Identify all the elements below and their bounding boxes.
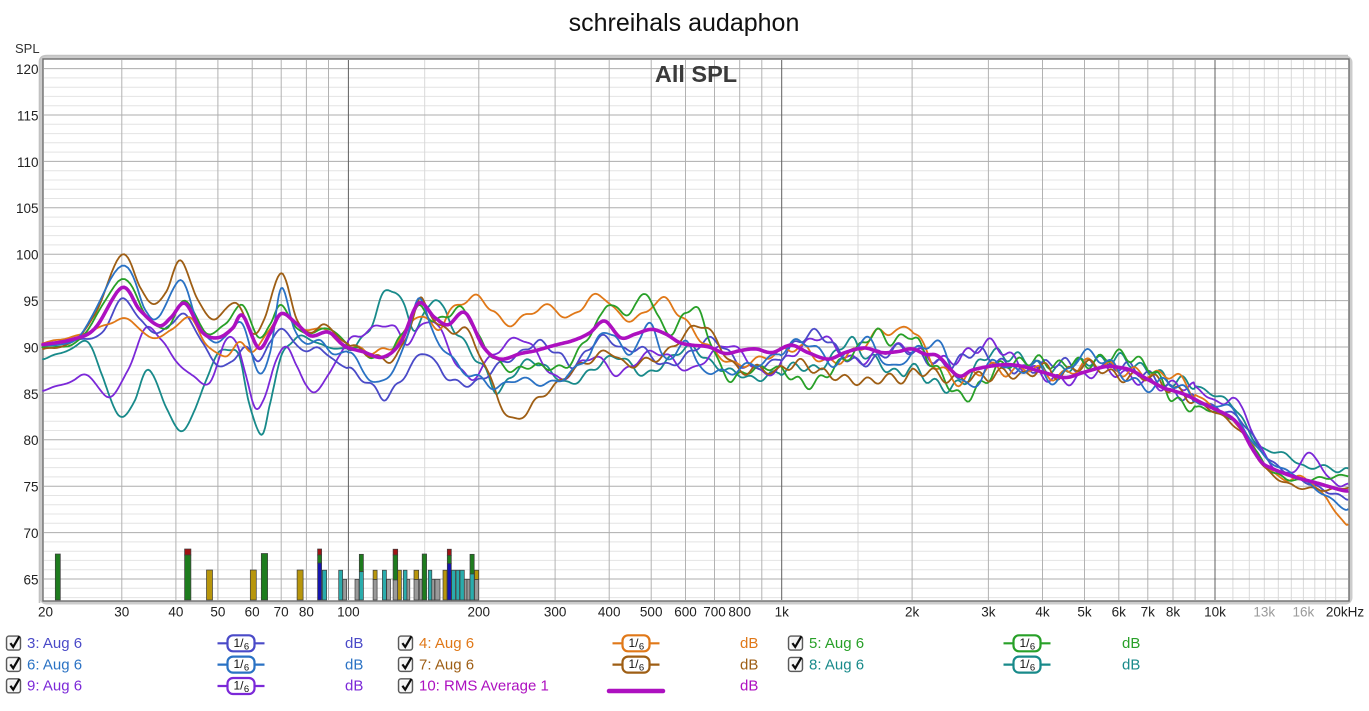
svg-text:dB: dB [345,656,363,673]
svg-text:70: 70 [23,526,38,541]
svg-text:1/: 1/ [233,657,244,671]
svg-text:80: 80 [23,433,38,448]
svg-text:8: Aug 6: 8: Aug 6 [809,656,864,673]
svg-text:7: Aug 6: 7: Aug 6 [419,656,474,673]
svg-text:1/: 1/ [628,657,639,671]
svg-text:1/: 1/ [1019,636,1030,650]
svg-text:10: RMS Average 1: 10: RMS Average 1 [419,678,549,695]
svg-text:1/: 1/ [233,679,244,693]
svg-text:SPL: SPL [15,41,40,56]
svg-text:85: 85 [23,387,38,402]
svg-text:400: 400 [598,605,621,620]
svg-text:13k: 13k [1253,605,1275,620]
svg-text:6: 6 [639,641,644,652]
svg-text:10k: 10k [1204,605,1226,620]
svg-text:16k: 16k [1293,605,1315,620]
svg-text:30: 30 [114,605,129,620]
svg-text:1/: 1/ [1019,657,1030,671]
svg-text:6: 6 [244,663,249,674]
svg-text:65: 65 [23,572,38,587]
svg-text:200: 200 [468,605,491,620]
svg-text:500: 500 [640,605,663,620]
svg-text:40: 40 [168,605,183,620]
svg-text:3: Aug 6: 3: Aug 6 [27,635,82,652]
svg-text:300: 300 [544,605,567,620]
svg-text:4: Aug 6: 4: Aug 6 [419,635,474,652]
svg-text:100: 100 [337,605,360,620]
svg-text:8k: 8k [1166,605,1181,620]
svg-text:dB: dB [740,656,758,673]
svg-text:9: Aug 6: 9: Aug 6 [27,678,82,695]
svg-text:dB: dB [345,635,363,652]
svg-text:All SPL: All SPL [655,61,737,87]
svg-text:800: 800 [728,605,751,620]
svg-text:5: Aug 6: 5: Aug 6 [809,635,864,652]
svg-text:120: 120 [16,62,39,77]
svg-text:6: 6 [1030,641,1035,652]
svg-text:600: 600 [674,605,697,620]
svg-text:7k: 7k [1141,605,1156,620]
svg-text:100: 100 [16,248,39,263]
svg-text:115: 115 [17,108,39,123]
svg-text:dB: dB [1122,656,1140,673]
svg-text:700: 700 [703,605,726,620]
svg-text:60: 60 [245,605,260,620]
svg-text:6: Aug 6: 6: Aug 6 [27,656,82,673]
svg-text:schreihals audaphon: schreihals audaphon [569,9,800,37]
svg-text:5k: 5k [1077,605,1092,620]
svg-text:dB: dB [345,678,363,695]
svg-text:dB: dB [740,678,758,695]
svg-text:50: 50 [210,605,225,620]
svg-text:1k: 1k [775,605,790,620]
svg-text:1/: 1/ [233,636,244,650]
svg-text:70: 70 [274,605,289,620]
svg-text:dB: dB [1122,635,1140,652]
svg-text:6: 6 [244,684,249,695]
svg-text:1/: 1/ [628,636,639,650]
svg-text:105: 105 [16,201,39,216]
svg-text:6: 6 [639,663,644,674]
svg-text:20: 20 [38,605,53,620]
svg-text:dB: dB [740,635,758,652]
svg-text:20kHz: 20kHz [1326,605,1365,620]
svg-text:6: 6 [244,641,249,652]
svg-text:110: 110 [17,155,39,170]
svg-text:3k: 3k [981,605,996,620]
svg-text:4k: 4k [1035,605,1050,620]
svg-text:95: 95 [23,294,38,309]
svg-text:6: 6 [1030,663,1035,674]
svg-text:6k: 6k [1112,605,1127,620]
svg-text:2k: 2k [905,605,920,620]
svg-text:90: 90 [23,340,38,355]
svg-text:75: 75 [23,480,38,495]
svg-text:80: 80 [299,605,314,620]
